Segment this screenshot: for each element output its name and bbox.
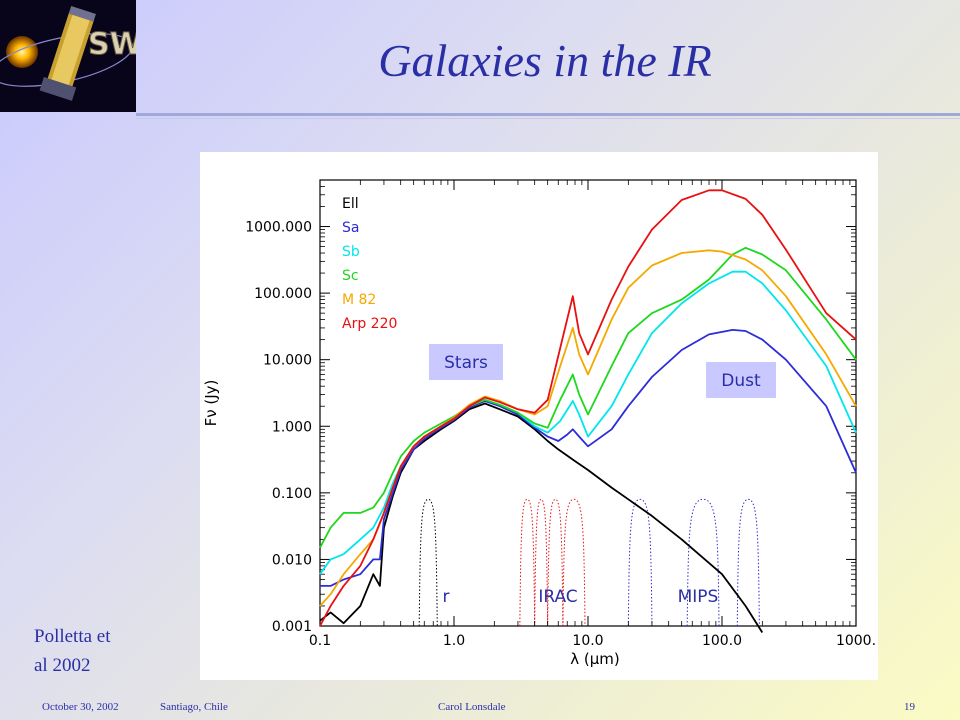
- mips-label: MIPS: [678, 587, 719, 607]
- y-tick-label: 10.000: [263, 353, 312, 369]
- citation: Polletta et al 2002: [34, 622, 111, 680]
- filter-curve: [562, 498, 586, 627]
- y-tick-label: 1.000: [272, 419, 312, 435]
- series-line-ell: [319, 402, 764, 633]
- citation-line1: Polletta et: [34, 626, 111, 647]
- legend-entry: Sb: [342, 244, 360, 260]
- filter-curve: [686, 498, 720, 627]
- title-divider: [136, 113, 960, 116]
- filter-curves: [418, 498, 760, 627]
- legend-entry: Ell: [342, 196, 359, 212]
- stars-label: Stars: [444, 353, 488, 373]
- stars-label-box: [429, 344, 503, 380]
- y-ticks: 0.001 0.010 0.100 1.000 10.000 100.000 1000.00…: [245, 179, 856, 635]
- x-tick-label: 1000.: [836, 633, 876, 649]
- x-tick-label: 0.1: [309, 633, 331, 649]
- series-line-sa: [320, 328, 857, 587]
- x-tick-label: 1.0: [443, 633, 465, 649]
- y-tick-label: 0.010: [272, 552, 312, 568]
- y-axis-label: Fν (Jy): [202, 380, 220, 427]
- slide-title: Galaxies in the IR: [378, 35, 712, 86]
- filter-curve: [519, 498, 536, 627]
- footer-location: Santiago, Chile: [160, 701, 228, 713]
- filter-curve: [534, 498, 549, 627]
- dust-label-box: [706, 362, 776, 398]
- series-line-arp-220: [319, 189, 857, 627]
- telescope-icon: [39, 5, 96, 101]
- irac-label: IRAC: [538, 587, 577, 607]
- filter-curve: [547, 498, 564, 627]
- series-line-sb: [319, 270, 857, 575]
- legend-entry: M 82: [342, 292, 376, 308]
- x-tick-label: 10.0: [572, 633, 603, 649]
- x-axis-label: λ (μm): [570, 650, 620, 668]
- legend-entry: Sc: [342, 268, 359, 284]
- x-tick-label: 100.0: [702, 633, 742, 649]
- legend-entry: Sa: [342, 220, 359, 236]
- title-divider-thin: [136, 118, 960, 119]
- y-tick-label: 1000.000: [245, 220, 312, 236]
- series-line-m-82: [319, 249, 857, 607]
- legend-entry: Arp 220: [342, 316, 397, 332]
- plot-frame: [319, 179, 857, 627]
- sun-icon: [6, 36, 38, 68]
- y-tick-label: 100.000: [254, 286, 312, 302]
- legend: Ell Sa Sb Sc M 82 Arp 220: [342, 196, 397, 332]
- dust-label: Dust: [721, 371, 761, 391]
- filter-curve: [418, 498, 438, 627]
- series-line-sc: [319, 246, 857, 549]
- x-ticks: 0.1 1.0 10.0 100.0 1000.: [309, 180, 876, 649]
- filter-curve: [627, 498, 653, 627]
- footer-page-number: 19: [904, 701, 915, 713]
- sed-chart: 0.1 1.0 10.0 100.0 1000. 0.001 0.010 0.100 1.00…: [202, 179, 876, 668]
- citation-line2: al 2002: [34, 655, 91, 676]
- footer-date: October 30, 2002: [42, 701, 119, 713]
- series-lines: [319, 189, 857, 633]
- y-tick-label: 0.001: [272, 619, 312, 635]
- y-tick-label: 0.100: [272, 486, 312, 502]
- filter-curve: [736, 498, 760, 627]
- footer-author: Carol Lonsdale: [438, 701, 506, 713]
- sed-chart-panel: 0.1 1.0 10.0 100.0 1000. 0.001 0.010 0.100 1.00…: [200, 152, 878, 680]
- r-band-label: r: [443, 587, 450, 607]
